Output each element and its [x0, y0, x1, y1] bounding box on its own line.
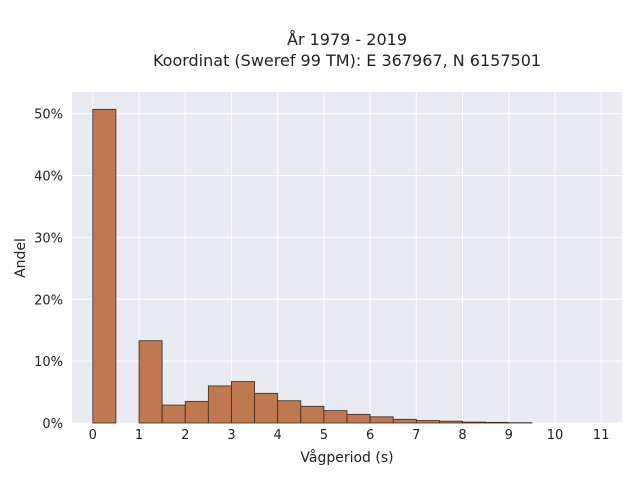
- x-tick-label: 10: [547, 428, 564, 443]
- bar-2: [162, 405, 185, 423]
- x-tick-label: 6: [366, 428, 374, 443]
- bar-3: [185, 401, 208, 423]
- bar-12: [393, 419, 416, 423]
- x-tick-label: 0: [89, 428, 97, 443]
- bar-1: [139, 341, 162, 423]
- x-axis-label: Vågperiod (s): [300, 449, 393, 466]
- x-tick-label: 9: [505, 428, 513, 443]
- y-axis-label: Andel: [13, 238, 29, 278]
- x-tick-label: 8: [458, 428, 466, 443]
- bar-13: [416, 421, 439, 423]
- y-tick-label: 50%: [34, 108, 63, 123]
- x-tick-label: 4: [274, 428, 282, 443]
- bar-9: [324, 411, 347, 423]
- bar-15: [463, 422, 486, 423]
- x-tick-label: 7: [412, 428, 420, 443]
- bar-0: [93, 109, 116, 423]
- chart-title-line2: Koordinat (Sweref 99 TM): E 367967, N 61…: [153, 51, 541, 70]
- bar-4: [208, 386, 231, 423]
- bar-6: [255, 393, 278, 423]
- y-axis-ticks: 0% 10% 20% 30% 40% 50%: [34, 108, 63, 432]
- chart-title-line1: År 1979 - 2019: [287, 30, 407, 49]
- bar-5: [231, 382, 254, 423]
- x-tick-label: 11: [593, 428, 610, 443]
- bar-14: [439, 421, 462, 423]
- y-tick-label: 20%: [34, 293, 63, 308]
- x-tick-label: 1: [135, 428, 143, 443]
- x-tick-label: 3: [227, 428, 235, 443]
- bar-11: [370, 417, 393, 423]
- bar-10: [347, 414, 370, 423]
- bar-16: [486, 422, 509, 423]
- x-tick-label: 2: [181, 428, 189, 443]
- x-tick-label: 5: [320, 428, 328, 443]
- y-tick-label: 0%: [42, 417, 63, 432]
- x-axis-ticks: 0 1 2 3 4 5 6 7 8 9 10 11: [89, 428, 610, 443]
- y-tick-label: 40%: [34, 170, 63, 185]
- bar-7: [278, 401, 301, 423]
- y-tick-label: 10%: [34, 355, 63, 370]
- bar-8: [301, 406, 324, 423]
- y-tick-label: 30%: [34, 231, 63, 246]
